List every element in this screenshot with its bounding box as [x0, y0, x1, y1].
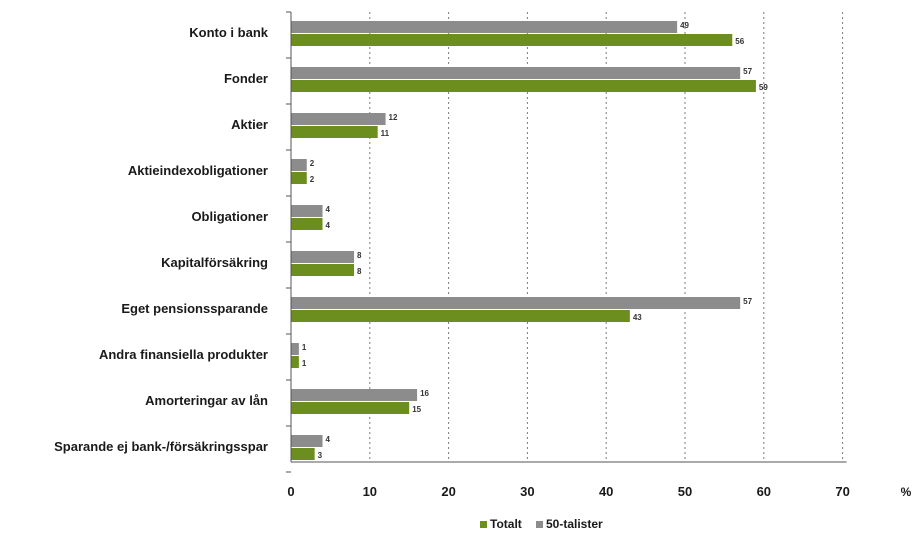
legend-swatch [536, 521, 543, 528]
category-label: Aktier [231, 117, 268, 132]
value-label-totalt: 59 [759, 83, 768, 92]
legend-label: 50-talister [546, 517, 603, 531]
value-label-50-talister: 4 [326, 435, 331, 444]
bar-50-talister [291, 159, 307, 171]
bar-50-talister [291, 21, 678, 33]
value-label-totalt: 43 [633, 313, 642, 322]
value-label-totalt: 11 [381, 129, 390, 138]
value-label-totalt: 15 [412, 405, 421, 414]
category-label: Aktieindexobligationer [128, 163, 268, 178]
bar-50-talister [291, 67, 741, 79]
bar-totalt [291, 172, 307, 184]
x-tick-label: 60 [757, 484, 771, 499]
bar-totalt [291, 310, 630, 322]
legend-swatch [480, 521, 487, 528]
category-label: Konto i bank [189, 25, 268, 40]
category-label: Sparande ej bank-/försäkringsspar [54, 439, 268, 454]
bar-totalt [291, 356, 299, 368]
value-label-totalt: 1 [302, 359, 307, 368]
bar-50-talister [291, 343, 299, 355]
bar-totalt [291, 402, 410, 414]
bar-totalt [291, 126, 378, 138]
bar-50-talister [291, 389, 418, 401]
bar-totalt [291, 448, 315, 460]
value-label-50-talister: 16 [420, 389, 429, 398]
x-tick-label: 10 [363, 484, 377, 499]
category-label: Amorteringar av lån [145, 393, 268, 408]
category-label: Kapitalförsäkring [161, 255, 268, 270]
grid-lines [369, 12, 844, 462]
category-labels: Konto i bank Fonder Aktier Aktieindexobliga… [54, 25, 269, 454]
value-label-50-talister: 2 [310, 159, 315, 168]
value-label-50-talister: 57 [743, 297, 752, 306]
value-label-50-talister: 8 [357, 251, 362, 260]
bar-totalt [291, 218, 323, 230]
value-label-totalt: 56 [735, 37, 744, 46]
bar-50-talister [291, 113, 386, 125]
legend-label: Totalt [490, 517, 522, 531]
category-label: Obligationer [191, 209, 268, 224]
category-label: Andra finansiella produkter [99, 347, 268, 362]
bar-50-talister [291, 205, 323, 217]
legend: Totalt 50-talister [480, 517, 603, 531]
bar-50-talister [291, 297, 741, 309]
value-label-50-talister: 49 [680, 21, 689, 30]
value-label-totalt: 8 [357, 267, 362, 276]
x-tick-label: 40 [599, 484, 613, 499]
value-label-totalt: 4 [326, 221, 331, 230]
bar-50-talister [291, 251, 355, 263]
x-tick-labels: 0 10 20 30 40 50 60 70 [287, 484, 849, 499]
x-unit-label: % [901, 485, 912, 499]
x-tick-label: 20 [441, 484, 455, 499]
category-label: Eget pensionssparande [121, 301, 268, 316]
value-label-totalt: 2 [310, 175, 315, 184]
value-label-totalt: 3 [318, 451, 323, 460]
value-label-50-talister: 57 [743, 67, 752, 76]
bars [291, 21, 756, 460]
bar-totalt [291, 80, 756, 92]
category-label: Fonder [224, 71, 268, 86]
x-tick-label: 30 [520, 484, 534, 499]
value-label-50-talister: 1 [302, 343, 307, 352]
bar-50-talister [291, 435, 323, 447]
x-tick-label: 50 [678, 484, 692, 499]
bar-totalt [291, 34, 733, 46]
x-tick-label: 0 [287, 484, 294, 499]
x-tick-label: 70 [835, 484, 849, 499]
value-label-50-talister: 12 [389, 113, 398, 122]
value-label-50-talister: 4 [326, 205, 331, 214]
axes [286, 11, 847, 473]
bar-totalt [291, 264, 355, 276]
